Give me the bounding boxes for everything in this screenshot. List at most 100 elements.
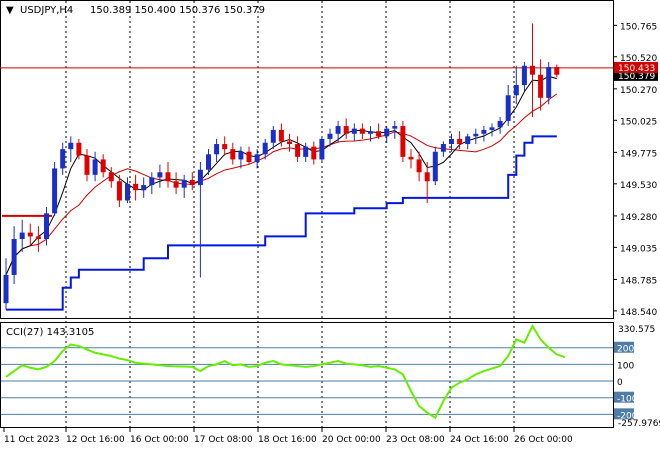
cci-level-label: 200 [617,345,634,355]
candle [335,120,341,143]
candle-body [141,185,147,191]
candle-body [181,179,187,188]
candle-body [254,154,260,162]
candle [521,61,527,92]
candle-body [108,172,114,182]
candle [424,162,430,204]
candle [165,162,171,188]
candle [416,151,422,182]
price-tick-label: 150.765 [620,22,657,32]
price-tick-label: 148.785 [620,276,657,286]
candle [222,136,228,156]
candle [327,128,333,147]
candle-body [335,126,341,134]
candle [246,146,252,165]
candle-body [343,126,349,134]
candle-body [27,232,33,237]
cci-scale-min: -257.9769 [618,419,660,429]
candle [359,123,365,139]
candle [19,219,25,252]
candle [376,123,382,139]
candle-body [489,127,495,130]
candle-body [92,159,98,175]
candle-body [311,146,317,160]
time-tick-label: 24 Oct 16:00 [450,435,509,445]
candle [319,136,325,162]
cci-level-label: 0 [617,378,623,388]
candle-body [68,142,74,150]
candle-body [19,232,25,239]
cci-level-label: -200 [617,411,638,421]
candle [497,117,503,134]
candle [92,151,98,182]
candle [238,146,244,169]
candle-body [157,172,163,178]
candle [35,226,41,252]
candle [457,131,463,150]
time-tick-label: 23 Oct 08:00 [386,435,445,445]
candle [214,138,220,162]
chart-symbol: USDJPY,H4 [20,5,73,16]
time-tick-label: 16 Oct 00:00 [130,435,189,445]
candle [538,59,544,111]
cci-scale-max: 330.575 [618,325,655,335]
candle [108,167,114,188]
candle [141,177,147,198]
candle [368,126,373,142]
candle [52,162,58,216]
cci-level-label: 100 [617,361,634,371]
candle-body [303,146,309,157]
cci-line [5,324,566,420]
candle-body [295,144,301,157]
red-moving-average [5,93,558,276]
candle-body [262,142,268,155]
price-tick-label: 150.025 [620,117,657,127]
black-moving-average [5,75,557,276]
candle-body [52,168,58,214]
cci-level-label: -100 [617,395,638,405]
chart-ohlc: 150.389 150.400 150.376 150.379 [90,5,265,16]
candle-body [408,156,414,160]
candle [432,146,438,186]
candle-body [173,181,179,188]
candle [262,138,268,160]
candle-body [505,95,511,121]
candle [254,149,260,169]
candle [392,120,398,139]
candle [84,149,90,182]
red-line-label: 150.433 [618,64,655,74]
candle [230,142,236,165]
candle [44,206,49,246]
candle [384,126,390,143]
candle [68,136,74,162]
candle-body [278,129,284,142]
cci-label: CCI(27) 143.3105 [6,327,94,338]
candle [60,142,66,175]
candle-body [197,169,203,186]
candle-body [165,172,171,182]
candle [530,23,535,118]
candle [206,149,211,175]
candle-body [473,133,479,137]
candle-body [530,65,535,75]
current-price-label: 150.379 [618,72,655,82]
candle-body [116,181,122,201]
candle-body [76,142,82,156]
candle [505,85,511,127]
candle [100,154,106,178]
candle-body [214,144,220,155]
candle [181,174,187,198]
price-tick-label: 149.280 [620,213,657,223]
candle-body [100,159,106,173]
chart-menu-icon[interactable]: ▼ [6,5,14,16]
price-overlays [0,67,613,311]
candle-body [60,149,66,169]
candle-body [368,131,373,134]
candle-body [546,67,552,98]
candle-body [287,141,292,145]
candle [270,126,276,150]
candle-body [125,183,130,201]
cci-level-badge [614,391,634,403]
